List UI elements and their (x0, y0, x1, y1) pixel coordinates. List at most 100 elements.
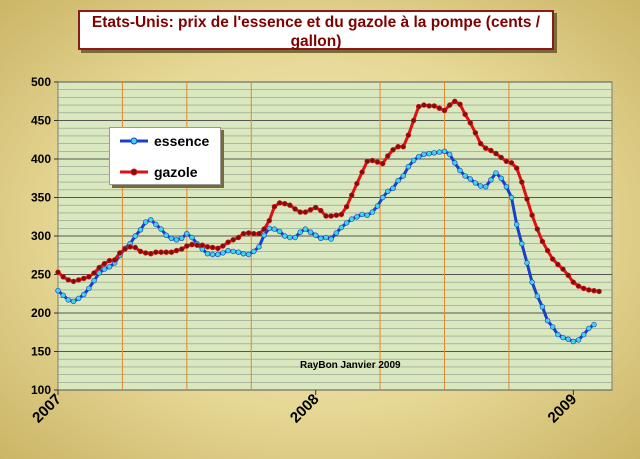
point-gazole (60, 274, 66, 280)
point-essence (282, 233, 288, 239)
point-gazole (549, 256, 556, 262)
point-gazole (488, 147, 494, 154)
point-gazole (524, 196, 530, 202)
point-gazole (483, 145, 489, 151)
point-gazole (266, 217, 272, 224)
point-essence (323, 234, 329, 241)
legend-label-gazole: gazole (154, 164, 198, 180)
point-essence (421, 151, 427, 158)
point-essence (410, 157, 417, 164)
point-gazole (96, 264, 102, 271)
point-essence (235, 249, 242, 255)
point-gazole (586, 287, 592, 293)
y-tick-label: 300 (31, 229, 51, 243)
point-essence (297, 229, 303, 235)
point-essence (70, 298, 77, 305)
point-essence (168, 235, 175, 242)
point-essence (251, 248, 257, 255)
point-essence (153, 221, 159, 228)
point-gazole (194, 242, 200, 248)
y-tick-label: 350 (31, 191, 51, 205)
point-gazole (122, 246, 128, 252)
point-gazole (534, 226, 540, 232)
x-tick-label: 2009 (545, 391, 581, 427)
point-gazole (313, 204, 319, 211)
point-gazole (127, 244, 133, 250)
point-essence (132, 233, 139, 239)
point-gazole (292, 206, 298, 212)
point-essence (313, 232, 319, 238)
point-essence (462, 173, 468, 179)
point-gazole (405, 132, 412, 138)
legend-item-essence: essence (118, 133, 209, 149)
point-gazole (508, 160, 515, 166)
point-gazole (431, 103, 437, 109)
point-essence (349, 216, 355, 222)
point-gazole (452, 98, 458, 105)
point-essence (55, 288, 61, 294)
point-essence (555, 331, 561, 338)
legend-label-essence: essence (154, 133, 210, 149)
point-essence (400, 173, 406, 179)
y-tick-label: 450 (31, 114, 51, 128)
point-essence (318, 235, 324, 242)
point-gazole (117, 250, 123, 256)
point-gazole (256, 231, 262, 237)
point-gazole (251, 231, 257, 237)
point-essence (472, 180, 479, 186)
point-essence (498, 175, 504, 182)
point-essence (137, 227, 144, 233)
point-gazole (199, 242, 206, 248)
chart-annotation: RayBon Janvier 2009 (300, 360, 401, 371)
point-essence (534, 293, 540, 299)
point-gazole (539, 238, 546, 245)
point-essence (302, 226, 309, 232)
point-essence (385, 188, 391, 195)
point-essence (488, 177, 494, 183)
point-gazole (318, 207, 324, 214)
point-gazole (374, 159, 381, 165)
point-gazole (349, 192, 355, 198)
point-gazole (416, 103, 422, 110)
point-essence (328, 236, 334, 242)
point-gazole (596, 288, 602, 295)
point-essence (158, 226, 164, 232)
point-essence (225, 247, 231, 254)
point-gazole (168, 249, 175, 255)
point-gazole (560, 266, 566, 272)
point-gazole (271, 204, 278, 210)
point-essence (271, 226, 278, 232)
point-gazole (204, 244, 211, 250)
point-gazole (302, 209, 309, 215)
point-essence (369, 209, 376, 215)
y-tick-label: 150 (31, 345, 51, 359)
point-gazole (297, 209, 303, 215)
point-essence (493, 170, 499, 176)
point-gazole (385, 153, 391, 159)
point-gazole (333, 212, 339, 218)
point-essence (292, 234, 298, 241)
legend: essence gazole (109, 127, 221, 185)
point-essence (266, 225, 272, 232)
point-essence (390, 185, 396, 192)
point-gazole (111, 257, 118, 263)
point-gazole (441, 107, 448, 114)
point-essence (436, 149, 443, 155)
point-essence (452, 160, 458, 166)
point-gazole (421, 102, 427, 108)
point-gazole (55, 269, 61, 275)
point-essence (184, 231, 190, 237)
point-essence (101, 266, 108, 272)
point-essence (230, 248, 236, 255)
point-essence (565, 336, 571, 342)
point-essence (380, 194, 386, 201)
point-essence (591, 321, 597, 328)
point-essence (529, 279, 535, 285)
point-gazole (591, 288, 597, 294)
point-essence (75, 295, 82, 302)
point-essence (586, 325, 592, 332)
point-gazole (498, 154, 504, 161)
point-gazole (81, 275, 87, 282)
